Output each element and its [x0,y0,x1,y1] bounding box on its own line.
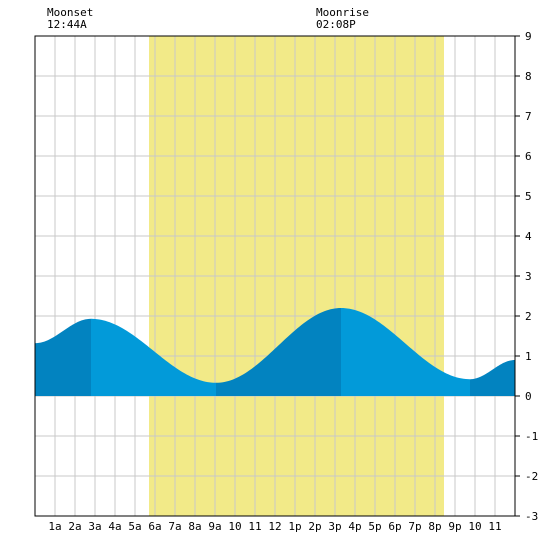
x-tick-label: 10 [468,520,481,533]
x-tick-label: 5a [128,520,141,533]
x-tick-label: 2p [308,520,321,533]
x-tick-label: 9p [448,520,461,533]
x-tick-label: 12 [268,520,281,533]
x-tick-label: 11 [248,520,261,533]
x-tick-label: 4p [348,520,361,533]
moonset-time: 12:44A [47,18,87,31]
x-tick-label: 3p [328,520,341,533]
tide-area [35,308,515,396]
y-tick-label: 2 [525,310,532,323]
x-tick-label: 9a [208,520,221,533]
x-tick-label: 5p [368,520,381,533]
y-tick-label: 6 [525,150,532,163]
tide-segment-falling [91,318,216,396]
y-tick-label: 8 [525,70,532,83]
x-tick-label: 8p [428,520,441,533]
x-tick-label: 3a [88,520,101,533]
x-tick-label: 4a [108,520,121,533]
x-tick-label: 8a [188,520,201,533]
y-tick-label: 7 [525,110,532,123]
tide-segment-rising [470,360,515,396]
tide-segment-rising [35,318,91,396]
y-tick-label: 4 [525,230,532,243]
tide-segment-rising [216,308,341,396]
y-tick-label: -3 [525,510,538,523]
y-tick-label: 3 [525,270,532,283]
x-tick-label: 7a [168,520,181,533]
y-tick-label: 0 [525,390,532,403]
x-tick-label: 6a [148,520,161,533]
tide-segment-falling [341,308,470,396]
x-tick-label: 6p [388,520,401,533]
y-axis-ticks: -3 -2 -1 0 1 2 3 4 5 6 7 8 9 [515,30,538,523]
y-tick-label: 9 [525,30,532,43]
y-tick-label: -1 [525,430,538,443]
moonset-label: Moonset [47,6,93,19]
y-tick-label: -2 [525,470,538,483]
x-tick-label: 2a [68,520,81,533]
y-tick-label: 1 [525,350,532,363]
moonrise-label: Moonrise [316,6,369,19]
y-tick-label: 5 [525,190,532,203]
x-tick-label: 7p [408,520,421,533]
x-tick-label: 11 [488,520,501,533]
x-axis-ticks: 1a 2a 3a 4a 5a 6a 7a 8a 9a 10 11 12 1p 2p 3p 4p 5p 6p 7p 8p… [48,520,501,533]
x-tick-label: 1a [48,520,61,533]
moonrise-time: 02:08P [316,18,356,31]
x-tick-label: 10 [228,520,241,533]
x-tick-label: 1p [288,520,301,533]
